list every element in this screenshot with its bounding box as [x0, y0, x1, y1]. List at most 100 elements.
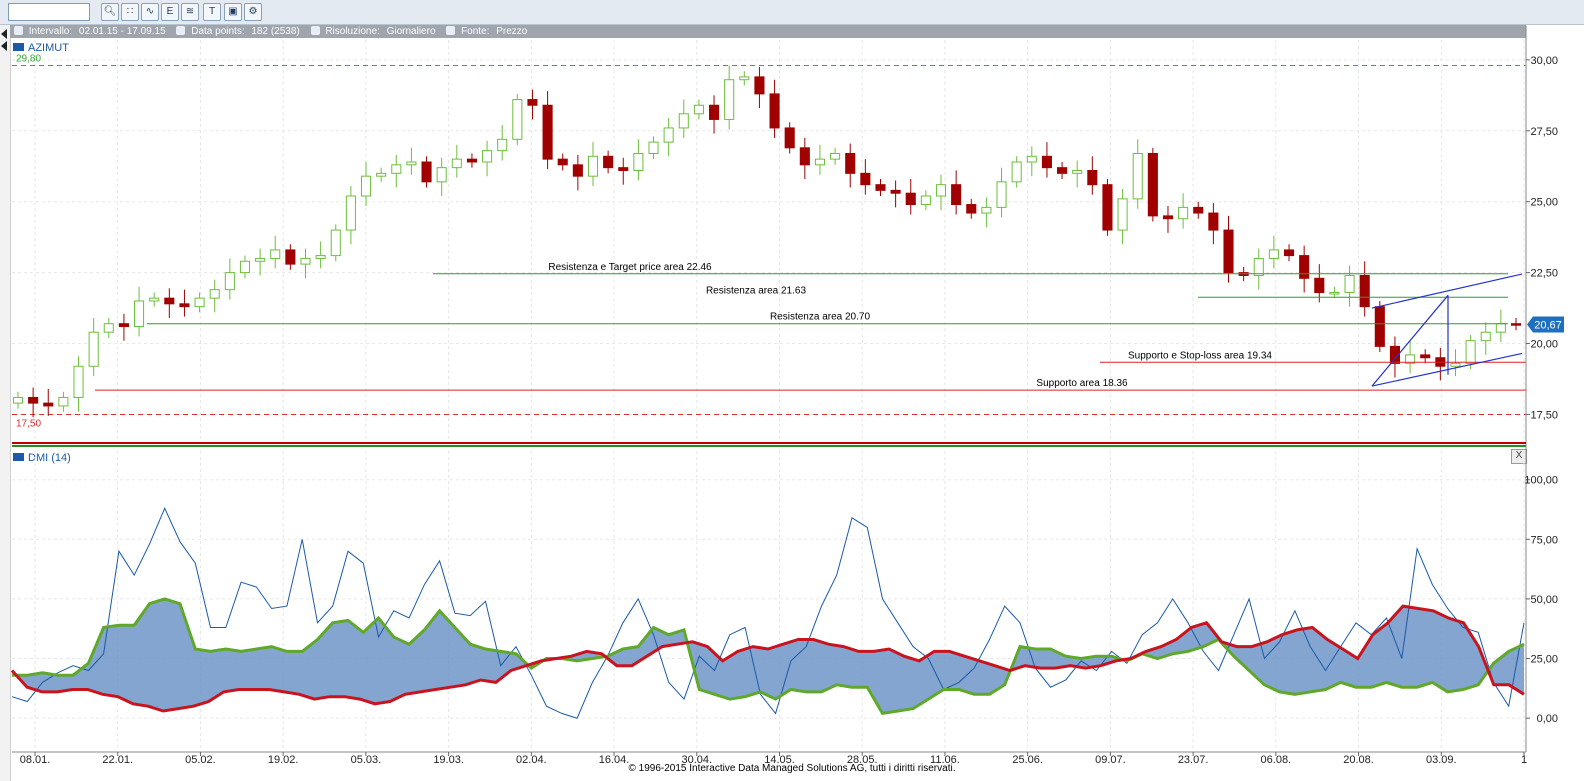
- candle-body: [739, 76, 750, 81]
- dmi-y-tick-label: 0,00: [1537, 713, 1558, 725]
- candle-body: [149, 297, 160, 302]
- candle-body: [1283, 249, 1295, 257]
- candle-body: [663, 127, 674, 143]
- candle-body: [814, 158, 825, 166]
- candle-body: [134, 300, 145, 328]
- candle-body: [920, 195, 931, 206]
- price-y-tick-label: 27,50: [1530, 126, 1558, 138]
- candle-body: [587, 155, 599, 177]
- candle-body: [12, 396, 24, 404]
- candle-body: [709, 104, 720, 120]
- dmi-y-tick-label: 75,00: [1530, 534, 1558, 546]
- candle-body: [1299, 255, 1310, 279]
- source-icon: [446, 26, 456, 35]
- price-series-label[interactable]: AZIMUT: [13, 42, 69, 54]
- candle-body: [648, 141, 659, 154]
- resistance-label: Resistenza area 21.63: [706, 285, 807, 296]
- candle-body: [300, 257, 311, 265]
- source-label: Fonte:: [461, 26, 490, 37]
- support-label: Supporto e Stop-loss area 19.34: [1128, 350, 1272, 361]
- candle-body: [1162, 215, 1174, 220]
- symbol-input[interactable]: [8, 3, 90, 21]
- dmi-series-label[interactable]: DMI (14): [13, 452, 71, 464]
- candle-body: [103, 323, 114, 333]
- candle-body: [1238, 272, 1249, 276]
- resolution-icon: [310, 26, 320, 35]
- candle-body: [875, 184, 886, 191]
- trend-line: [1371, 294, 1449, 387]
- candle-body: [603, 155, 614, 169]
- resolution-value: Giornaliero: [386, 26, 436, 37]
- dashed-low-label: 17,50: [16, 418, 41, 429]
- candle-body: [1480, 331, 1491, 342]
- candle-body: [73, 365, 84, 398]
- collapse-arrow-icon[interactable]: [1, 29, 7, 39]
- candle-body: [239, 260, 251, 274]
- settings-icon[interactable]: ⚙: [244, 3, 262, 21]
- resolution-label: Risoluzione:: [325, 26, 380, 37]
- candle-body: [996, 181, 1007, 208]
- candle-body: [1510, 323, 1522, 326]
- candle-body: [618, 167, 629, 171]
- resistance-label: Resistenza e Target price area 22.46: [548, 262, 712, 273]
- candle-body: [1435, 357, 1446, 367]
- candle-body: [1314, 277, 1325, 293]
- candle-body: [1147, 152, 1158, 217]
- candle-body: [1405, 354, 1416, 364]
- last-price-label: 20,67: [1534, 320, 1562, 332]
- line-chart-icon[interactable]: ∿: [141, 3, 159, 21]
- candle-body: [224, 272, 235, 291]
- indicator-icon[interactable]: E: [161, 3, 179, 21]
- minus-di-line: [10, 604, 1525, 713]
- candle-body: [421, 161, 432, 183]
- clock-icon: [14, 26, 23, 35]
- candle-body: [678, 113, 689, 129]
- text-icon[interactable]: T: [203, 3, 221, 21]
- dashed-high-label: 29,80: [16, 54, 41, 65]
- source-value: Prezzo: [496, 26, 528, 37]
- toolbar: 🔍︎ ∷ ∿ E ≋ T ▣ ⚙: [0, 0, 1584, 25]
- left-collapse-strip[interactable]: [0, 25, 11, 781]
- candle-body: [1102, 184, 1113, 231]
- collapse-arrow-icon[interactable]: [1, 41, 7, 51]
- candle-body: [1389, 345, 1400, 364]
- candle-body: [572, 164, 583, 177]
- candle-body: [1495, 323, 1506, 333]
- compare-icon[interactable]: ≋: [181, 3, 199, 21]
- candle-body: [557, 158, 568, 166]
- copyright-footer: © 1996-2015 Interactive Data Managed Sol…: [628, 763, 956, 774]
- candle-body: [466, 158, 477, 163]
- candle-body: [376, 172, 387, 177]
- candle-body: [860, 172, 871, 186]
- candle-body: [360, 175, 372, 197]
- candle-body: [830, 152, 841, 160]
- candle-body: [118, 323, 129, 328]
- candle-body: [1268, 249, 1279, 259]
- candle-body: [88, 331, 99, 367]
- candle-body: [285, 249, 296, 265]
- dmi-panel: [10, 507, 1525, 719]
- price-y-tick-label: 30,00: [1530, 55, 1558, 67]
- close-panel-icon[interactable]: X: [1511, 449, 1527, 464]
- price-panel: 29,80 17,50 Resistenza e Target price area…: [12, 54, 1564, 429]
- candle-body: [1450, 362, 1461, 367]
- candle-body: [1117, 198, 1128, 231]
- zoom-icon[interactable]: 🔍︎: [101, 3, 119, 21]
- candle-body: [1359, 274, 1370, 308]
- candle-body: [43, 402, 54, 407]
- points-icon[interactable]: ∷: [121, 3, 139, 21]
- price-y-tick-label: 20,00: [1530, 339, 1558, 351]
- datapoints-value: 182 (2538): [251, 26, 300, 37]
- support-label: Supporto area 18.36: [1036, 378, 1128, 389]
- candle-body: [330, 229, 341, 257]
- series-color-swatch: [13, 43, 24, 51]
- save-icon[interactable]: ▣: [224, 3, 242, 21]
- hash-icon: [176, 26, 186, 35]
- candle-body: [966, 204, 977, 214]
- price-series-title: AZIMUT: [28, 42, 69, 54]
- candle-body: [497, 138, 508, 152]
- candle-body: [436, 167, 447, 183]
- candle-body: [935, 184, 947, 197]
- candle-body: [724, 79, 735, 120]
